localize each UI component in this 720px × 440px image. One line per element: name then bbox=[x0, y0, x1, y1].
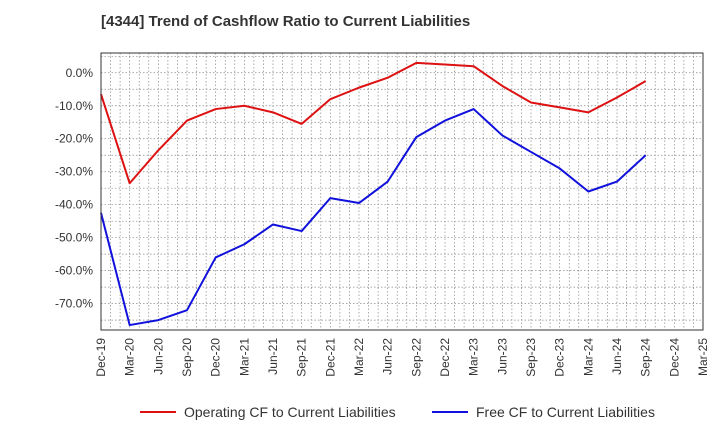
x-tick-label: Jun-24 bbox=[610, 338, 624, 375]
series-line-free-cf bbox=[100, 108, 647, 327]
y-tick-label: -40.0% bbox=[55, 198, 93, 212]
y-tick-label: -20.0% bbox=[55, 132, 93, 146]
y-tick-label: -70.0% bbox=[55, 297, 93, 311]
x-tick-label: Sep-24 bbox=[639, 338, 653, 377]
x-tick-label: Dec-21 bbox=[323, 338, 337, 377]
x-tick-label: Dec-23 bbox=[553, 338, 567, 377]
x-tick-label: Jun-23 bbox=[495, 338, 509, 375]
y-tick-label: 0.0% bbox=[66, 66, 94, 80]
x-tick-label: Mar-20 bbox=[123, 338, 137, 376]
legend-swatch-operating-cf bbox=[140, 411, 176, 413]
x-tick-label: Sep-20 bbox=[180, 338, 194, 377]
x-tick-label: Mar-25 bbox=[696, 338, 710, 376]
grid-layer bbox=[100, 53, 704, 330]
x-tick-label: Mar-21 bbox=[237, 338, 251, 376]
label-layer: 0.0% -10.0% -20.0% -30.0% -40.0% -50.0% -60.0%… bbox=[55, 66, 710, 377]
x-tick-label: Mar-24 bbox=[581, 338, 595, 376]
legend-label-free-cf: Free CF to Current Liabilities bbox=[476, 404, 655, 420]
x-tick-label: Dec-19 bbox=[94, 338, 108, 377]
chart-title: [4344] Trend of Cashflow Ratio to Curren… bbox=[101, 13, 471, 30]
x-tick-label: Jun-20 bbox=[151, 338, 165, 375]
x-tick-label: Sep-22 bbox=[409, 338, 423, 377]
legend-item-operating-cf: Operating CF to Current Liabilities bbox=[140, 404, 396, 420]
y-tick-label: -50.0% bbox=[55, 231, 93, 245]
plot-frame bbox=[100, 52, 704, 331]
x-tick-label: Jun-21 bbox=[266, 338, 280, 375]
x-tick-label: Jun-22 bbox=[381, 338, 395, 375]
series-layer bbox=[100, 61, 647, 327]
legend-label-operating-cf: Operating CF to Current Liabilities bbox=[184, 404, 396, 420]
series-line-operating-cf bbox=[100, 61, 647, 185]
y-tick-label: -30.0% bbox=[55, 165, 93, 179]
x-tick-label: Mar-22 bbox=[352, 338, 366, 376]
x-tick-label: Mar-23 bbox=[467, 338, 481, 376]
legend: Operating CF to Current Liabilities Free… bbox=[0, 404, 720, 426]
y-tick-label: -10.0% bbox=[55, 99, 93, 113]
x-tick-label: Sep-23 bbox=[524, 338, 538, 377]
x-tick-label: Dec-24 bbox=[667, 338, 681, 377]
axis-layer bbox=[100, 52, 704, 331]
y-tick-label: -60.0% bbox=[55, 264, 93, 278]
legend-swatch-free-cf bbox=[432, 411, 468, 413]
x-tick-label: Dec-20 bbox=[209, 338, 223, 377]
plot-area bbox=[101, 53, 703, 330]
x-tick-label: Dec-22 bbox=[438, 338, 452, 377]
legend-item-free-cf: Free CF to Current Liabilities bbox=[432, 404, 655, 420]
x-tick-label: Sep-21 bbox=[295, 338, 309, 377]
